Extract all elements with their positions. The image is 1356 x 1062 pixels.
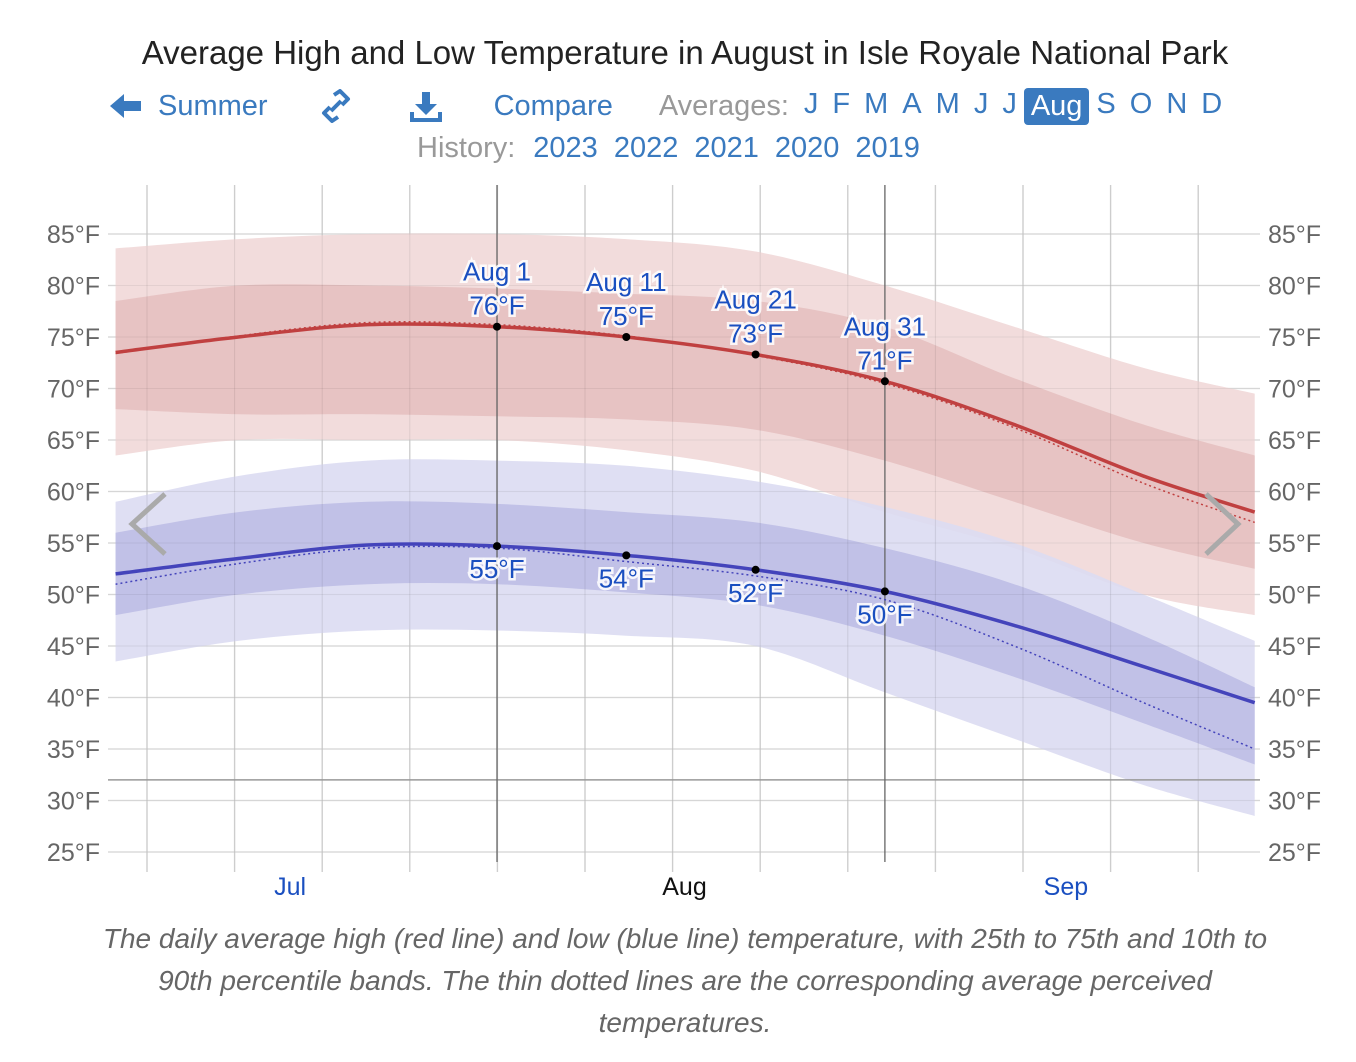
ytick-right-30: 30°F (1268, 788, 1321, 816)
low-point (880, 587, 889, 596)
ytick-left-70: 70°F (47, 376, 100, 404)
month-m-2[interactable]: M (864, 87, 889, 120)
history-year-2019[interactable]: 2019 (855, 132, 920, 164)
ytick-right-35: 35°F (1268, 736, 1321, 764)
month-d-11[interactable]: D (1201, 87, 1223, 120)
ytick-left-85: 85°F (47, 221, 100, 249)
ytick-left-35: 35°F (47, 736, 100, 764)
month-n-10[interactable]: N (1166, 87, 1188, 120)
ytick-right-60: 60°F (1268, 479, 1321, 507)
ytick-left-40: 40°F (47, 685, 100, 713)
ytick-left-80: 80°F (47, 273, 100, 301)
ytick-left-45: 45°F (47, 633, 100, 661)
compare-link[interactable]: Compare (493, 89, 613, 122)
ytick-right-40: 40°F (1268, 685, 1321, 713)
ytick-left-55: 55°F (47, 530, 100, 558)
chevron-right-icon[interactable] (1204, 492, 1242, 556)
ytick-right-45: 45°F (1268, 633, 1321, 661)
ytick-right-85: 85°F (1268, 221, 1321, 249)
back-summer-link[interactable]: Summer (110, 90, 268, 123)
ytick-right-55: 55°F (1268, 530, 1321, 558)
arrow-left-icon (110, 94, 141, 118)
chart-title: Average High and Low Temperature in Augu… (141, 34, 1229, 71)
annotation-date: Aug 1 (463, 257, 531, 287)
averages-label: Averages: (658, 89, 789, 122)
high-avg-line (115, 322, 1256, 514)
month-selector: J F M A M J J Aug S O N D (797, 87, 1229, 125)
month-label-sep: Sep (1044, 873, 1088, 901)
annotation-date: Aug 21 (714, 285, 796, 315)
ytick-right-70: 70°F (1268, 376, 1321, 404)
history-year-2022[interactable]: 2022 (613, 132, 679, 164)
low-point (751, 565, 760, 574)
history-year-2020[interactable]: 2020 (774, 132, 840, 164)
history-year-2021[interactable]: 2021 (694, 132, 759, 164)
annotation-low-value: 55°F (469, 554, 524, 584)
link-icon[interactable] (320, 89, 352, 123)
ytick-right-50: 50°F (1268, 582, 1321, 610)
month-s-8[interactable]: S (1096, 87, 1116, 120)
download-icon[interactable] (409, 90, 442, 122)
month-f-1[interactable]: F (832, 87, 851, 120)
ytick-left-65: 65°F (47, 427, 100, 455)
high-25-75-band (115, 284, 1255, 569)
ytick-left-50: 50°F (47, 582, 100, 610)
annotation-high-value: 73°F (728, 319, 783, 349)
ytick-left-25: 25°F (47, 839, 100, 867)
ytick-left-30: 30°F (47, 788, 100, 816)
high-point (751, 350, 760, 359)
month-aug-7[interactable]: Aug (1023, 87, 1090, 125)
ytick-right-80: 80°F (1268, 273, 1321, 301)
ytick-left-75: 75°F (47, 324, 100, 352)
annotation-low-value: 54°F (599, 563, 654, 593)
chevron-left-icon[interactable] (128, 492, 167, 556)
nav-bar: Summer Compare Averages: J F M A M J J Aug S O N D (110, 86, 1229, 126)
high-point (622, 333, 631, 341)
history-year-2023[interactable]: 2023 (533, 132, 598, 164)
low-avg-line (115, 542, 1256, 705)
month-j-6[interactable]: J (1002, 87, 1017, 120)
history-label: History: (417, 132, 516, 164)
annotation-high-value: 75°F (599, 301, 654, 331)
annotation-high-value: 71°F (857, 345, 912, 375)
month-label-aug: Aug (662, 873, 706, 901)
annotation-low-value: 52°F (728, 578, 783, 608)
high-point (493, 322, 501, 331)
high-point (880, 377, 889, 386)
month-label-jul: Jul (274, 873, 306, 901)
month-j-5[interactable]: J (973, 87, 989, 120)
history-row: History: 2023 2022 2021 2020 2019 (417, 132, 928, 165)
chart-caption: The daily average high (red line) and lo… (102, 923, 1268, 1038)
month-a-3[interactable]: A (902, 87, 922, 120)
ytick-right-75: 75°F (1268, 324, 1321, 352)
annotation-date: Aug 11 (586, 267, 666, 297)
annotation-low-value: 50°F (857, 599, 912, 629)
low-point (622, 551, 631, 560)
low-25-75-band (115, 501, 1255, 765)
ytick-right-65: 65°F (1268, 427, 1321, 455)
ytick-left-60: 60°F (47, 479, 100, 507)
month-m-4[interactable]: M (935, 87, 960, 120)
month-o-9[interactable]: O (1129, 87, 1153, 120)
low-point (493, 542, 501, 551)
month-j-0[interactable]: J (803, 87, 819, 120)
annotation-date: Aug 31 (844, 311, 926, 341)
ytick-right-25: 25°F (1268, 839, 1321, 867)
annotation-high-value: 76°F (469, 291, 524, 321)
